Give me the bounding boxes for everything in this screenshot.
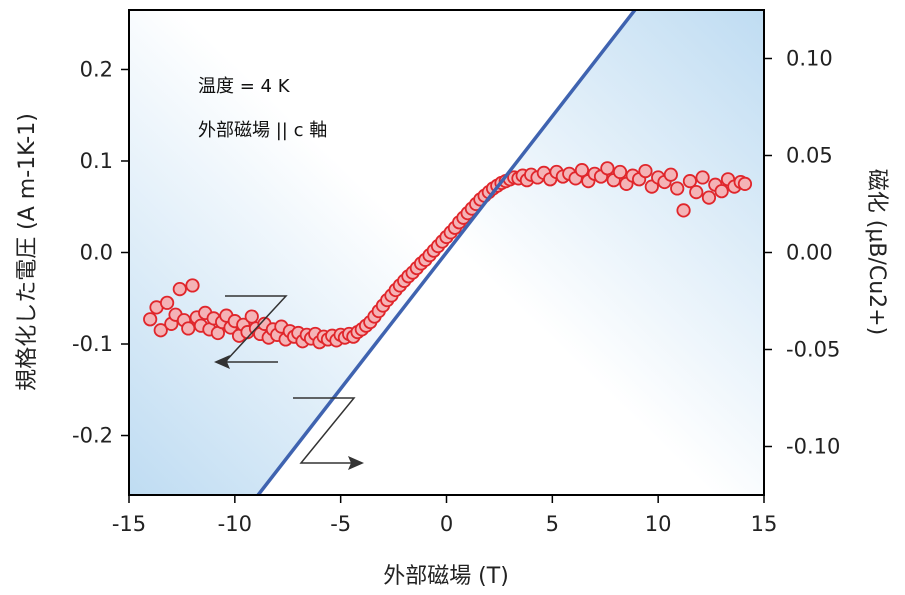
shaded-region-top-right	[258, 10, 764, 495]
x-tick-label: 15	[751, 512, 778, 536]
data-point	[670, 181, 685, 196]
linear-fit-line	[256, 10, 637, 495]
data-point	[695, 170, 710, 185]
y-tick-label-left: 0.2	[80, 57, 113, 81]
data-point	[185, 278, 200, 293]
x-tick-label: 10	[645, 512, 672, 536]
data-point	[737, 176, 753, 191]
x-tick-label: 5	[546, 512, 559, 536]
y-tick-label-right: 0.00	[786, 241, 833, 265]
annotation-temperature: 温度 = 4 K	[198, 76, 291, 97]
data-point	[181, 321, 196, 336]
y-tick-label-left: -0.2	[72, 424, 113, 448]
data-point	[663, 167, 678, 182]
data-point	[714, 184, 729, 199]
y-tick-label-right: 0.10	[786, 47, 833, 71]
data-point	[600, 161, 615, 176]
annotation-field-direction: 外部磁場 || c 軸	[198, 120, 327, 141]
y-tick-label-left: -0.1	[72, 332, 113, 356]
data-point	[574, 163, 590, 178]
data-point	[612, 164, 628, 180]
axis-ticks	[121, 57, 772, 503]
data-point	[689, 185, 704, 200]
y-tick-labels-right: 0.10 0.05 0.00 -0.05 -0.10	[786, 47, 840, 459]
data-markers	[143, 161, 753, 350]
y-axis-title-left: 規格化した電圧 (A m-1K-1)	[15, 113, 40, 391]
y-tick-label-left: 0.0	[80, 241, 113, 265]
y-tick-labels-left: 0.2 0.1 0.0 -0.1 -0.2	[72, 57, 113, 447]
data-point	[244, 309, 259, 324]
data-point	[160, 295, 175, 310]
y-tick-label-right: -0.10	[786, 435, 840, 459]
data-point	[172, 282, 187, 297]
x-tick-label: -5	[330, 512, 351, 536]
x-axis-title: 外部磁場 (T)	[383, 564, 509, 589]
y-tick-label-left: 0.1	[80, 149, 113, 173]
x-tick-label: -15	[112, 512, 146, 536]
shaded-region-bottom-left	[129, 10, 635, 495]
y-axis-title-right: 磁化 (μB/Cu2+)	[864, 169, 889, 335]
data-point	[143, 312, 158, 327]
x-tick-label: -10	[218, 512, 252, 536]
left-axis-arrow-icon	[214, 295, 288, 369]
data-point	[638, 163, 653, 179]
data-point	[676, 203, 691, 218]
y-tick-label-right: 0.05	[786, 144, 833, 168]
data-point	[682, 174, 698, 189]
y-tick-label-right: -0.05	[786, 338, 840, 362]
right-axis-arrow-icon	[293, 397, 364, 470]
data-point	[701, 190, 717, 205]
data-point	[153, 323, 168, 338]
x-tick-labels: -15 -10 -5 0 5 10 15	[112, 512, 778, 536]
x-tick-label: 0	[440, 512, 453, 536]
plot-frame	[128, 9, 765, 496]
